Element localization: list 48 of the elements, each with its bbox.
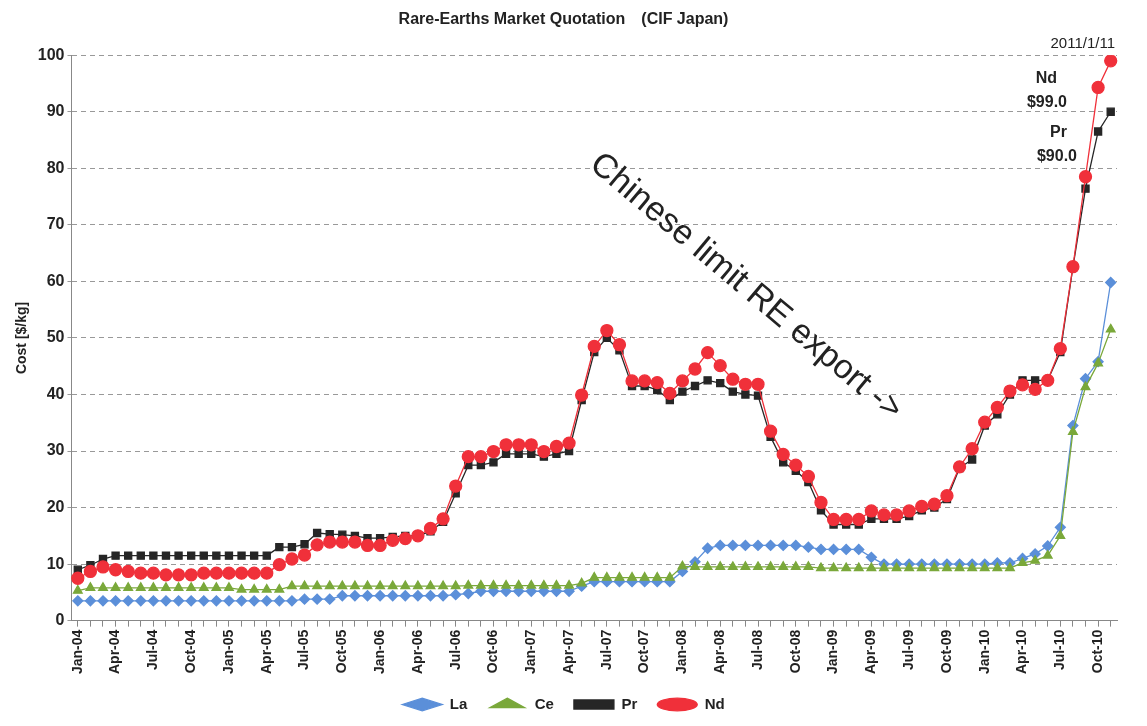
- legend-label: Nd: [704, 694, 725, 712]
- x-tick-label: Jan-05: [219, 629, 236, 674]
- legend-label: Pr: [621, 694, 638, 712]
- x-tick-label: Jul-06: [446, 629, 463, 671]
- x-tick-label: Jan-06: [370, 629, 387, 674]
- y-axis-title: Cost [$/kg]: [13, 301, 30, 375]
- y-tick-label: 40: [46, 384, 65, 402]
- y-tick-label: 0: [55, 611, 65, 629]
- y-tick-label: 10: [46, 554, 65, 572]
- x-tick-label: Jan-07: [522, 629, 539, 674]
- x-tick-label: Jul-05: [295, 629, 312, 671]
- y-tick-label: 30: [46, 441, 65, 459]
- annotation: Pr $90.0: [1036, 122, 1078, 164]
- text: 2011/1/11: [1050, 33, 1115, 51]
- y-tick-label: 70: [46, 215, 65, 233]
- x-tick-label: Apr-07: [559, 629, 576, 674]
- x-tick-label: Oct-07: [635, 629, 652, 674]
- legend-label: Ce: [534, 694, 554, 712]
- x-tick-label: Apr-10: [1013, 629, 1030, 674]
- x-tick-label: Jan-09: [824, 629, 841, 674]
- x-tick-label: Jul-08: [748, 629, 765, 671]
- y-tick-label: 60: [46, 271, 65, 289]
- y-tick-label: 20: [46, 497, 65, 515]
- y-tick-label: 90: [46, 102, 65, 120]
- x-tick-label: Jul-04: [144, 629, 161, 671]
- x-tick-label: Jul-07: [597, 629, 614, 671]
- x-tick-label: Jan-10: [975, 629, 992, 674]
- y-tick-label: 50: [46, 328, 65, 346]
- x-tick-label: Oct-09: [937, 629, 954, 674]
- x-tick-label: Oct-08: [786, 629, 803, 674]
- x-tick-label: Oct-06: [484, 629, 501, 674]
- x-tick-label: Jul-09: [900, 629, 917, 671]
- x-tick-label: Apr-05: [257, 629, 274, 674]
- x-tick-label: Oct-04: [182, 629, 199, 674]
- legend-label: La: [449, 694, 468, 712]
- x-tick-label: Jul-10: [1051, 629, 1068, 671]
- x-tick-label: Apr-09: [862, 629, 879, 674]
- x-tick-label: Jan-08: [673, 629, 690, 674]
- y-tick-label: 80: [46, 158, 65, 176]
- x-tick-label: Apr-08: [711, 629, 728, 674]
- x-tick-label: Oct-10: [1088, 629, 1105, 674]
- y-tick-label: 100: [37, 45, 65, 63]
- x-tick-label: Apr-06: [408, 629, 425, 674]
- annotation: Nd $99.0: [1026, 68, 1068, 110]
- x-tick-label: Apr-04: [106, 629, 123, 674]
- chart-title: Rare-Earths Market Quotation (CIF Japan): [398, 10, 729, 28]
- x-tick-label: Oct-05: [333, 629, 350, 674]
- x-tick-label: Jan-04: [68, 629, 85, 674]
